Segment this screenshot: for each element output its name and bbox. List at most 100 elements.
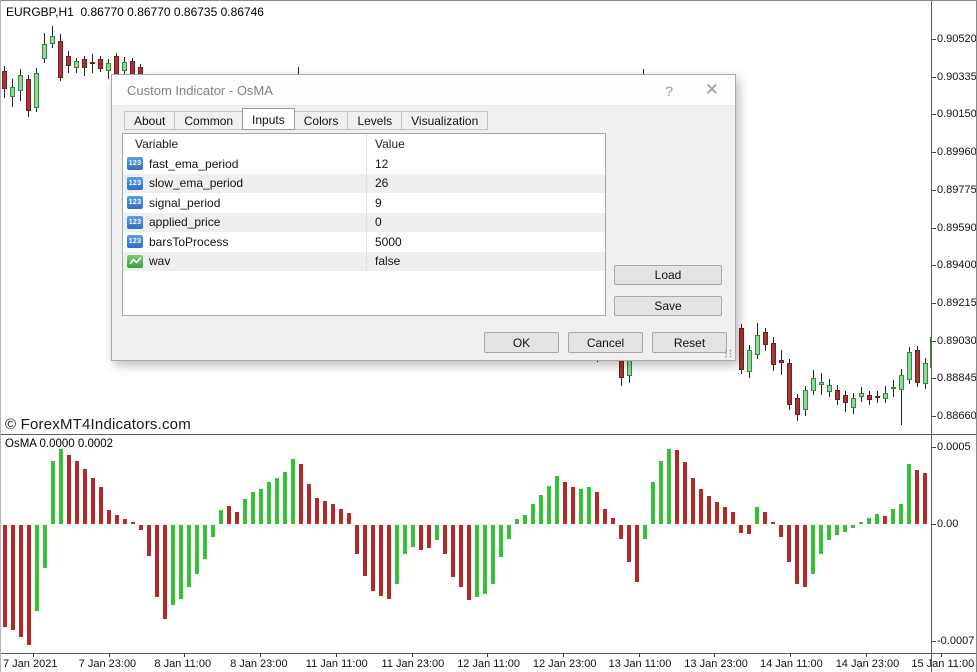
osma-bar <box>819 525 823 555</box>
time-axis-tick <box>487 653 489 657</box>
watermark-text: © ForexMT4Indicators.com <box>5 416 191 433</box>
param-row[interactable]: 123 applied_price 0 <box>123 212 605 232</box>
tab-levels[interactable]: Levels <box>347 111 403 130</box>
candlestick <box>923 363 928 384</box>
param-value[interactable]: 26 <box>375 176 389 191</box>
cancel-button[interactable]: Cancel <box>568 332 643 353</box>
param-row[interactable]: 123 fast_ema_period 12 <box>123 154 605 174</box>
resize-grip-icon[interactable] <box>724 349 733 358</box>
load-button[interactable]: Load <box>614 265 722 285</box>
time-axis-tick <box>941 653 943 657</box>
numeric-123-icon: 123 <box>127 176 143 190</box>
tab-colors[interactable]: Colors <box>293 111 349 130</box>
price-axis-label: 0.89215 <box>937 296 977 309</box>
param-value[interactable]: false <box>375 254 401 269</box>
numeric-123-icon: 123 <box>127 235 143 249</box>
save-button[interactable]: Save <box>614 296 722 316</box>
param-row[interactable]: wav false <box>123 251 605 271</box>
param-name: applied_price <box>149 215 221 230</box>
param-value[interactable]: 9 <box>375 195 382 210</box>
time-axis-tick <box>260 653 262 657</box>
candlestick <box>907 352 912 380</box>
param-name: fast_ema_period <box>149 156 239 171</box>
osma-bar <box>427 525 431 549</box>
osma-bar <box>27 525 31 646</box>
candlestick <box>747 350 752 372</box>
osma-bar <box>707 496 711 524</box>
time-axis-tick <box>33 653 34 657</box>
osma-bar <box>899 503 903 524</box>
osma-bar <box>339 508 343 524</box>
osma-bar <box>731 511 735 524</box>
osma-bar <box>155 525 159 598</box>
tab-about[interactable]: About <box>124 111 176 130</box>
param-name-cell: wav <box>123 251 367 271</box>
osma-bar <box>211 525 215 538</box>
osma-bar <box>595 491 599 524</box>
candlestick <box>66 56 71 66</box>
osma-bar <box>803 525 807 587</box>
pane-separator[interactable] <box>1 434 976 435</box>
param-row[interactable]: 123 slow_ema_period 26 <box>123 173 605 193</box>
numeric-123-icon: 123 <box>127 196 143 210</box>
osma-bar <box>147 525 151 556</box>
osma-bar <box>923 473 927 524</box>
time-axis-label: 11 Jan 11:00 <box>305 658 368 670</box>
param-row[interactable]: 123 barsToProcess 5000 <box>123 232 605 252</box>
tab-common[interactable]: Common <box>174 111 244 130</box>
osma-bar <box>675 450 679 524</box>
osma-bar <box>587 487 591 524</box>
param-value[interactable]: 0 <box>375 215 382 230</box>
time-axis-label: 8 Jan 23:00 <box>230 658 288 670</box>
param-row[interactable]: 123 signal_period 9 <box>123 193 605 213</box>
tab-inputs[interactable]: Inputs <box>242 108 295 130</box>
osma-bar <box>883 515 887 524</box>
osma-bar <box>67 454 71 524</box>
osma-bar <box>699 488 703 524</box>
help-icon[interactable]: ? <box>665 83 673 99</box>
axis-separator-vertical <box>931 1 932 672</box>
candlestick <box>827 385 832 392</box>
candle-wick <box>901 369 902 425</box>
column-header-value: Value <box>375 137 405 151</box>
osma-bar <box>715 502 719 524</box>
osma-bar <box>563 482 567 524</box>
candlestick <box>859 393 864 397</box>
params-table-body: 123 fast_ema_period 12 123 slow_ema_period 26… <box>123 154 605 271</box>
time-axis-separator <box>1 653 976 654</box>
close-icon[interactable]: ✕ <box>704 80 719 99</box>
osma-bar <box>171 525 175 606</box>
candlestick <box>763 332 768 345</box>
param-value[interactable]: 12 <box>375 156 389 171</box>
candlestick <box>883 393 888 399</box>
time-axis-tick <box>411 653 413 657</box>
osma-bar <box>331 503 335 524</box>
time-axis-label: 12 Jan 11:00 <box>457 658 520 670</box>
osma-bar <box>131 522 135 524</box>
osma-bar <box>403 525 407 555</box>
osma-bar <box>259 488 263 524</box>
time-axis-tick <box>108 653 110 657</box>
time-axis-label: 13 Jan 11:00 <box>608 658 672 670</box>
time-axis-tick <box>638 653 640 657</box>
osma-bar <box>83 468 87 524</box>
osma-bar <box>203 525 207 559</box>
dialog-titlebar[interactable]: Custom Indicator - OsMA ? ✕ <box>112 75 735 106</box>
osma-bar <box>755 507 759 524</box>
param-value[interactable]: 5000 <box>375 234 402 249</box>
price-axis-label: 0.88660 <box>937 410 977 422</box>
osma-bar <box>507 525 511 539</box>
candle-wick <box>298 67 299 75</box>
params-table-header: Variable Value <box>123 134 605 154</box>
custom-indicator-dialog: Custom Indicator - OsMA ? ✕ About Common I… <box>111 74 736 361</box>
osma-pane[interactable]: OsMA 0.0000 0.0002 <box>1 435 931 653</box>
osma-bar <box>251 491 255 524</box>
numeric-123-icon: 123 <box>127 215 143 229</box>
price-axis-tick <box>931 340 936 342</box>
ok-button[interactable]: OK <box>484 332 559 353</box>
osma-bar <box>51 460 55 524</box>
osma-bar <box>123 519 127 524</box>
reset-button[interactable]: Reset <box>652 332 727 353</box>
price-axis-tick <box>931 39 936 40</box>
tab-visualization[interactable]: Visualization <box>401 111 489 130</box>
